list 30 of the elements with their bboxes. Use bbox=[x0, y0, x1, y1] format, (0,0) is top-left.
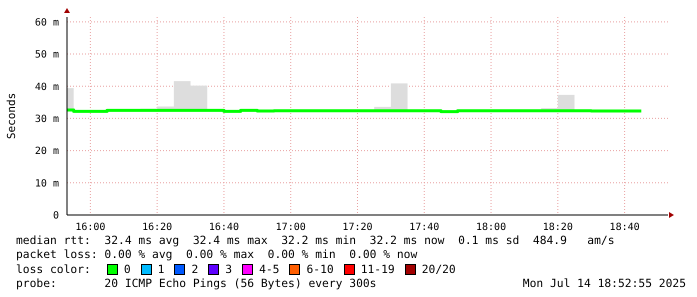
text: 20/20 bbox=[422, 262, 456, 277]
text: probe: 20 ICMP Echo Pings (56 Bytes) every 300s bbox=[16, 276, 376, 292]
text: 11-19 bbox=[360, 262, 395, 277]
y-tick-label: 0 bbox=[52, 210, 59, 222]
y-tick-label: 30 m bbox=[34, 114, 59, 125]
y-tick-label: 20 m bbox=[34, 146, 59, 158]
text: 0 bbox=[124, 262, 131, 277]
text: 6-10 bbox=[306, 262, 334, 277]
text: 2 bbox=[191, 262, 198, 277]
y-tick-label: 60 m bbox=[34, 17, 59, 28]
text: 4-5 bbox=[259, 262, 280, 277]
x-tick-label: 17:00 bbox=[276, 222, 306, 234]
x-tick-label: 16:40 bbox=[208, 222, 239, 234]
text: median rtt: 32.4 ms avg 32.4 ms max 32.2 ms min 32.2 ms now 0.1 ms sd 484.9 am/s bbox=[16, 234, 616, 248]
x-tick-label: 18:20 bbox=[542, 222, 573, 234]
y-tick-label: 50 m bbox=[34, 50, 59, 61]
x-tick-label: 17:20 bbox=[342, 222, 373, 234]
text: packet loss: 0.00 % avg 0.00 % max 0.00 % min 0.00 % now bbox=[16, 248, 418, 263]
x-tick-label: 16:20 bbox=[142, 222, 172, 234]
x-tick-label: 17:40 bbox=[409, 222, 440, 234]
x-tick-label: 16:00 bbox=[75, 222, 106, 234]
y-tick-label: 40 m bbox=[34, 82, 59, 93]
text: Mon Jul 14 18:52:55 2025 bbox=[522, 276, 686, 292]
text: loss color: bbox=[16, 262, 91, 277]
x-tick-label: 18:40 bbox=[610, 222, 640, 234]
text: 1 bbox=[158, 262, 164, 277]
y-tick-label: 10 m bbox=[34, 178, 59, 190]
y-axis-title: Seconds bbox=[4, 92, 18, 140]
x-tick-label: 18:00 bbox=[476, 222, 506, 234]
text: 3 bbox=[225, 262, 232, 277]
